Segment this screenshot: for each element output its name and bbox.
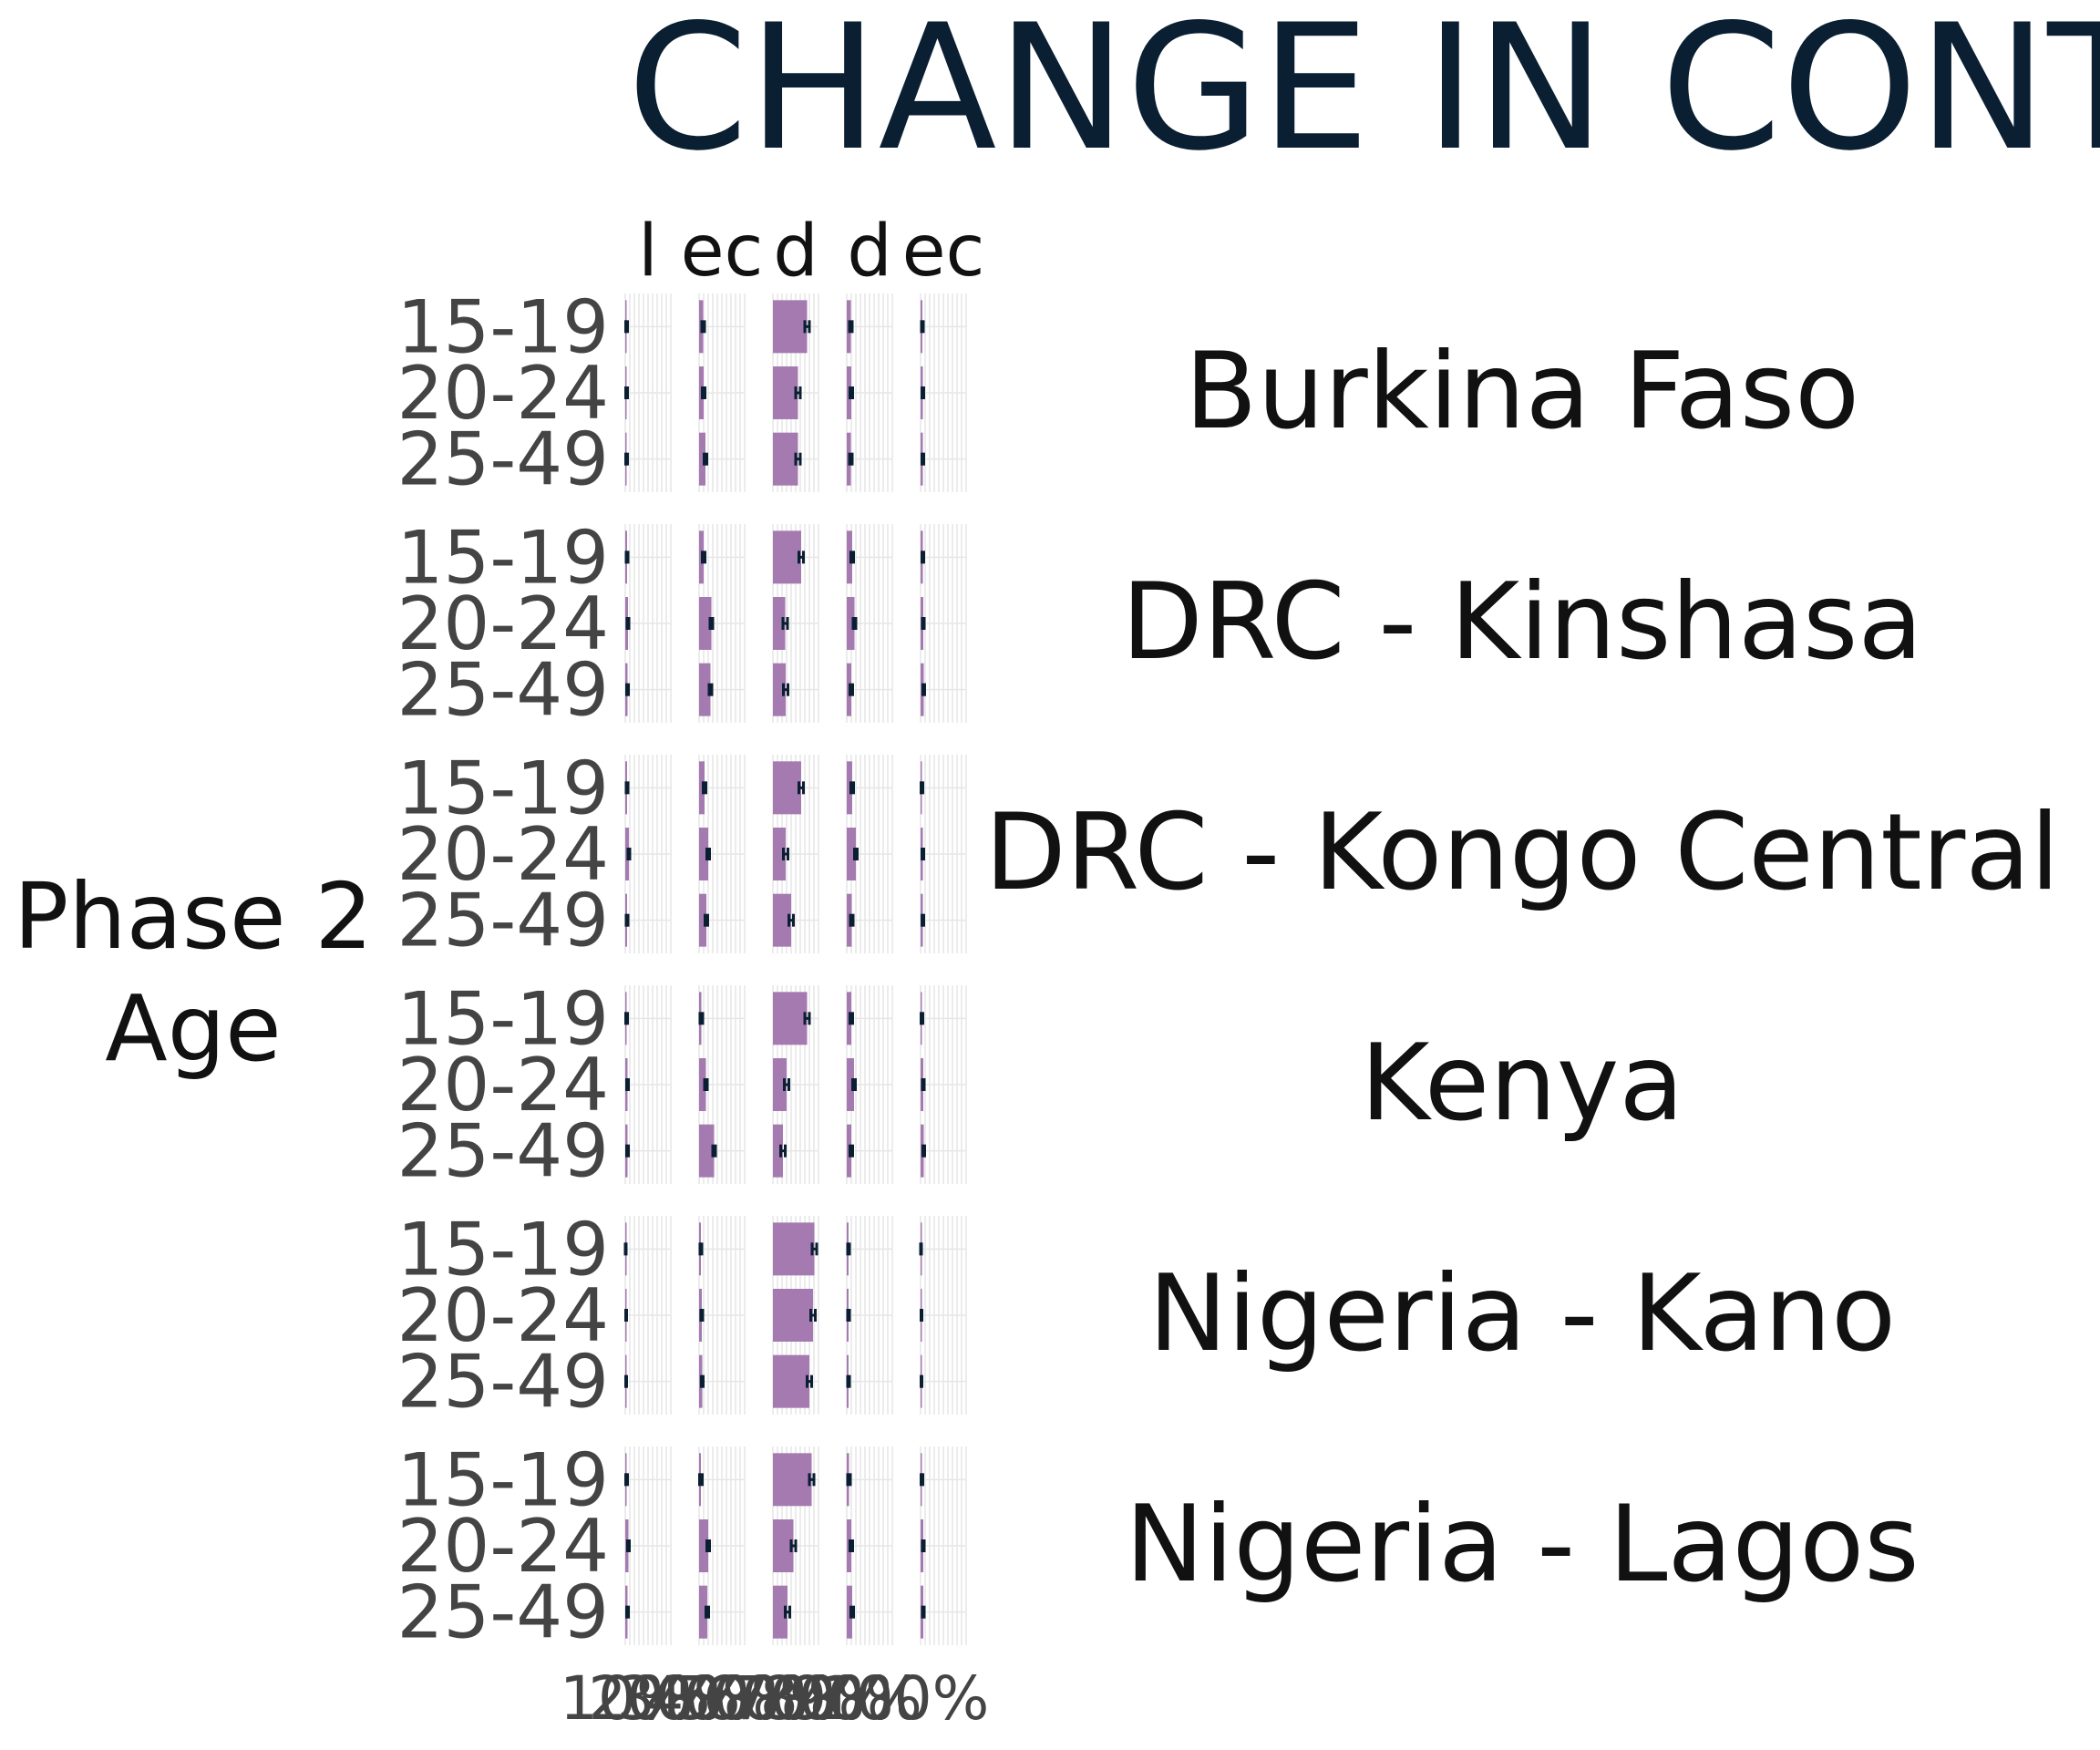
category-label: 15-19 bbox=[397, 1207, 609, 1292]
x-tick-label: 20% bbox=[588, 1663, 722, 1734]
column-headers: l ec d d ec bbox=[638, 211, 984, 293]
bar bbox=[773, 992, 808, 1045]
x-tick-label: 80% bbox=[760, 1663, 894, 1734]
category-label: 25-49 bbox=[397, 1570, 609, 1655]
bar bbox=[847, 597, 855, 650]
category-label: 25-49 bbox=[397, 1340, 609, 1425]
category-label: 25-49 bbox=[397, 417, 609, 502]
facet-label: DRC - Kongo Central bbox=[984, 791, 2059, 914]
bar bbox=[773, 1585, 788, 1639]
bar bbox=[773, 761, 801, 815]
column-header: d bbox=[847, 211, 892, 293]
x-tick-label: 40% bbox=[645, 1663, 779, 1734]
facet-label: Nigeria - Lagos bbox=[1125, 1483, 1919, 1606]
bar bbox=[773, 432, 798, 486]
bar bbox=[699, 597, 712, 650]
facet-label: Kenya bbox=[1361, 1022, 1684, 1145]
bar bbox=[773, 300, 808, 354]
category-label: 20-24 bbox=[397, 582, 609, 666]
category-label: 15-19 bbox=[397, 976, 609, 1061]
x-tick-label: 100% bbox=[818, 1663, 990, 1734]
category-label: 25-49 bbox=[397, 879, 609, 963]
facet-label: Burkina Faso bbox=[1185, 330, 1859, 453]
x-axis-ticks: 10%20%30%40%50%60%70%80%90%100% bbox=[560, 1663, 989, 1734]
bar bbox=[773, 1354, 809, 1408]
category-label: 20-24 bbox=[397, 1273, 609, 1358]
bar bbox=[773, 828, 786, 880]
bar bbox=[699, 663, 711, 716]
bar bbox=[847, 1058, 854, 1111]
category-label: 20-24 bbox=[397, 1504, 609, 1589]
bar bbox=[773, 1058, 787, 1111]
panels bbox=[623, 293, 967, 1645]
bar bbox=[699, 1519, 708, 1572]
category-label: 20-24 bbox=[397, 1043, 609, 1127]
category-label: 15-19 bbox=[397, 1437, 609, 1522]
bar bbox=[699, 893, 706, 947]
x-tick-label: 10% bbox=[560, 1663, 694, 1734]
column-header: ec bbox=[902, 211, 985, 293]
category-label: 20-24 bbox=[397, 351, 609, 436]
bar bbox=[773, 663, 786, 716]
category-label: 15-19 bbox=[397, 746, 609, 830]
column-header: ec bbox=[681, 211, 764, 293]
bar bbox=[773, 597, 786, 650]
column-header: d bbox=[773, 211, 818, 293]
bar bbox=[773, 1124, 783, 1178]
bar bbox=[773, 1222, 815, 1276]
x-tick-label: 60% bbox=[703, 1663, 837, 1734]
x-tick-label: 30% bbox=[617, 1663, 751, 1734]
bar bbox=[699, 1124, 715, 1178]
x-tick-label: 50% bbox=[674, 1663, 808, 1734]
bar bbox=[847, 828, 856, 880]
bar bbox=[699, 1058, 706, 1111]
x-tick-label: 90% bbox=[788, 1663, 922, 1734]
facet-label: Nigeria - Kano bbox=[1148, 1252, 1896, 1375]
facet-label: DRC - Kinshasa bbox=[1121, 561, 1922, 684]
bar bbox=[773, 530, 801, 584]
category-label: 15-19 bbox=[397, 284, 609, 369]
bar bbox=[699, 432, 705, 486]
y-axis-title-line2: Age bbox=[105, 975, 281, 1082]
bar bbox=[773, 1289, 813, 1342]
y-axis-title-line1: Phase 2 bbox=[14, 863, 373, 970]
bar bbox=[773, 1519, 794, 1572]
chart-title: CHANGE IN CONTR bbox=[627, 0, 2100, 189]
x-tick-label: 70% bbox=[731, 1663, 865, 1734]
bar bbox=[773, 366, 798, 419]
bar bbox=[699, 828, 708, 880]
category-label: 20-24 bbox=[397, 812, 609, 897]
category-label: 25-49 bbox=[397, 1109, 609, 1194]
category-label: 25-49 bbox=[397, 648, 609, 733]
bar bbox=[773, 1453, 812, 1507]
bar bbox=[699, 1585, 707, 1639]
column-header: l bbox=[638, 211, 658, 293]
category-label: 15-19 bbox=[397, 515, 609, 600]
bar bbox=[773, 893, 791, 947]
